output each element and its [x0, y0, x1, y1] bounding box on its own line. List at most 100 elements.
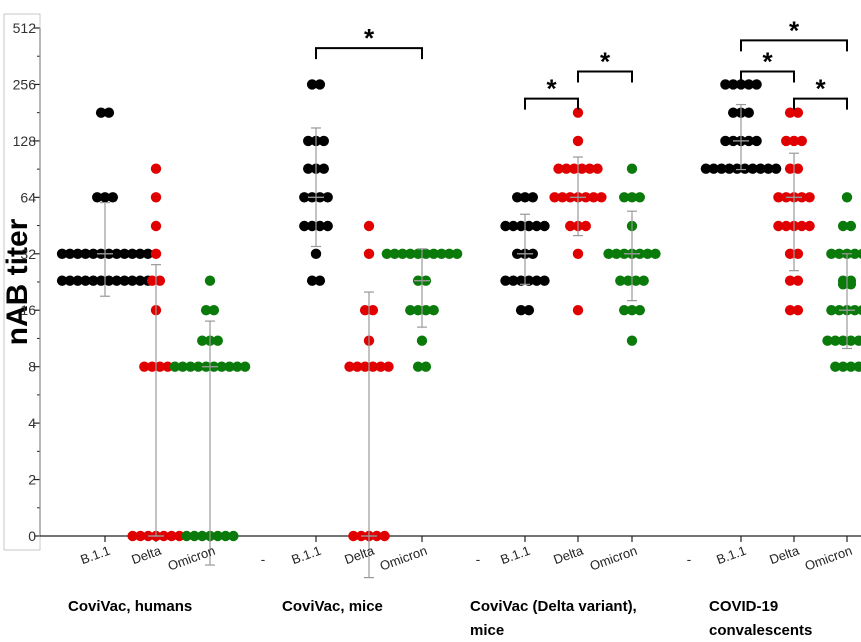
x-category-label: Omicron — [378, 543, 429, 574]
data-point-omicron — [837, 279, 849, 290]
data-point-b11 — [299, 192, 310, 203]
data-point-delta — [150, 192, 162, 203]
data-point-omicron — [185, 361, 196, 372]
x-category-label: B.1.1 — [714, 543, 748, 567]
data-point-b11 — [88, 248, 99, 259]
data-point-b11 — [523, 220, 535, 232]
data-point-omicron — [642, 248, 653, 259]
data-point-delta — [572, 248, 584, 259]
x-category-label: Delta — [342, 542, 376, 567]
data-point-omicron — [405, 305, 416, 316]
data-point-omicron — [181, 530, 192, 542]
data-point-delta — [150, 248, 162, 259]
data-point-delta — [576, 163, 588, 174]
data-point-omicron — [626, 163, 638, 174]
data-point-b11 — [310, 248, 322, 259]
data-point-b11 — [739, 163, 751, 174]
data-point-omicron — [837, 361, 849, 372]
data-point-delta — [352, 361, 363, 372]
data-point-delta — [154, 275, 166, 286]
data-point-b11 — [95, 107, 107, 118]
data-point-b11 — [716, 163, 727, 174]
data-point-delta — [773, 220, 784, 232]
data-point-omicron — [412, 361, 424, 372]
data-point-omicron — [189, 530, 200, 542]
data-point-delta — [359, 361, 371, 372]
data-point-delta — [784, 107, 796, 118]
data-point-omicron — [200, 305, 212, 316]
data-point-b11 — [508, 275, 519, 286]
group-label: CoviVac (Delta variant), mice — [470, 598, 637, 639]
data-point-omicron — [634, 305, 645, 316]
axis-frame — [3, 13, 41, 551]
data-point-b11 — [515, 220, 527, 232]
x-category-label: Omicron — [166, 543, 217, 574]
data-point-b11 — [64, 275, 76, 286]
data-point-delta — [154, 361, 166, 372]
data-point-delta — [344, 361, 355, 372]
data-point-b11 — [728, 79, 739, 90]
data-point-delta — [792, 305, 804, 316]
data-point-b11 — [299, 220, 310, 232]
x-category-label: Omicron — [803, 543, 854, 574]
data-point-b11 — [72, 275, 83, 286]
data-point-omicron — [212, 335, 223, 346]
data-point-delta — [792, 163, 804, 174]
x-category-label: B.1.1 — [289, 543, 323, 567]
data-point-omicron — [397, 248, 408, 259]
data-point-b11 — [111, 248, 122, 259]
data-point-delta — [379, 530, 390, 542]
data-point-omicron — [650, 248, 661, 259]
data-point-omicron — [826, 248, 837, 259]
data-point-delta — [139, 361, 150, 372]
data-point-b11 — [763, 163, 774, 174]
significance-star: * — [815, 74, 826, 104]
data-point-b11 — [134, 248, 146, 259]
data-point-omicron — [412, 305, 424, 316]
data-point-omicron — [845, 361, 857, 372]
y-tick-label-32: 32 — [20, 246, 36, 262]
data-point-omicron — [853, 335, 861, 346]
data-point-b11 — [306, 275, 318, 286]
data-point-b11 — [500, 220, 511, 232]
significance-star: * — [762, 47, 773, 77]
data-point-delta — [572, 107, 584, 118]
data-point-delta — [773, 192, 784, 203]
data-point-b11 — [515, 275, 527, 286]
x-category-label: Delta — [551, 542, 585, 567]
data-point-omicron — [412, 248, 424, 259]
x-category-label: Delta — [767, 542, 801, 567]
data-point-b11 — [88, 275, 99, 286]
data-point-b11 — [720, 135, 731, 147]
data-point-b11 — [111, 275, 122, 286]
significance-bracket — [740, 70, 795, 83]
data-point-delta — [796, 220, 807, 232]
x-category-label: B.1.1 — [498, 543, 532, 567]
data-point-omicron — [436, 248, 447, 259]
significance-star: * — [364, 23, 375, 53]
data-point-b11 — [56, 248, 68, 259]
data-point-delta — [363, 248, 375, 259]
data-point-omicron — [845, 220, 857, 232]
data-point-b11 — [512, 192, 523, 203]
data-point-b11 — [322, 220, 333, 232]
data-point-omicron — [611, 248, 622, 259]
data-point-delta — [359, 305, 371, 316]
significance-bracket — [524, 97, 579, 110]
data-point-delta — [580, 220, 591, 232]
data-point-b11 — [72, 248, 83, 259]
group-label: CoviVac, mice — [282, 598, 383, 615]
data-point-delta — [162, 361, 173, 372]
data-point-b11 — [80, 275, 91, 286]
data-point-omicron — [197, 530, 208, 542]
data-point-b11 — [56, 275, 68, 286]
data-point-b11 — [539, 220, 550, 232]
data-point-delta — [592, 163, 603, 174]
data-point-delta — [792, 107, 804, 118]
data-point-omicron — [239, 361, 251, 372]
data-point-delta — [804, 220, 815, 232]
data-point-b11 — [523, 275, 535, 286]
data-point-omicron — [177, 361, 188, 372]
data-point-b11 — [724, 163, 735, 174]
